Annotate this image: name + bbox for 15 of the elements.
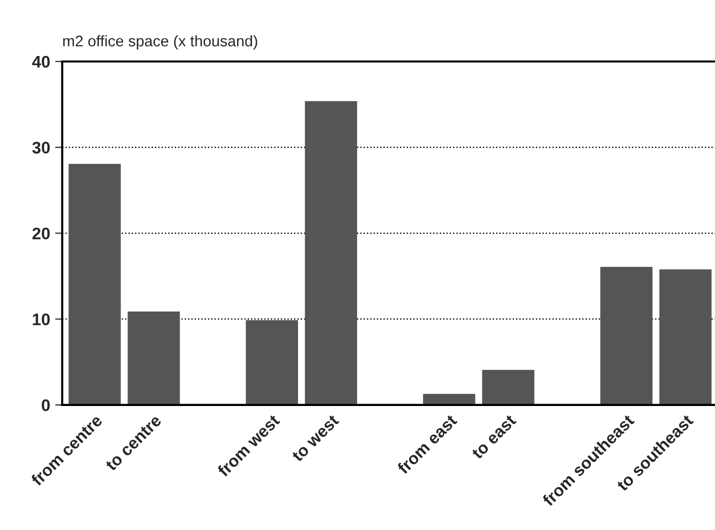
bar [423,394,476,405]
y-tick-label: 40 [32,56,50,68]
bar [659,269,712,405]
y-tick-label: 30 [32,142,50,154]
bar [68,164,121,405]
x-tick-label: to east [471,414,517,460]
y-tick-label: 0 [42,399,50,412]
bar [246,320,298,405]
bar [600,266,652,405]
y-tick-label: 20 [32,228,50,240]
bar [128,311,180,405]
bar [304,101,358,405]
bar [482,370,534,405]
y-tick-label: 10 [32,313,50,326]
y-axis-title: m2 office space (x thousand) [63,35,258,50]
